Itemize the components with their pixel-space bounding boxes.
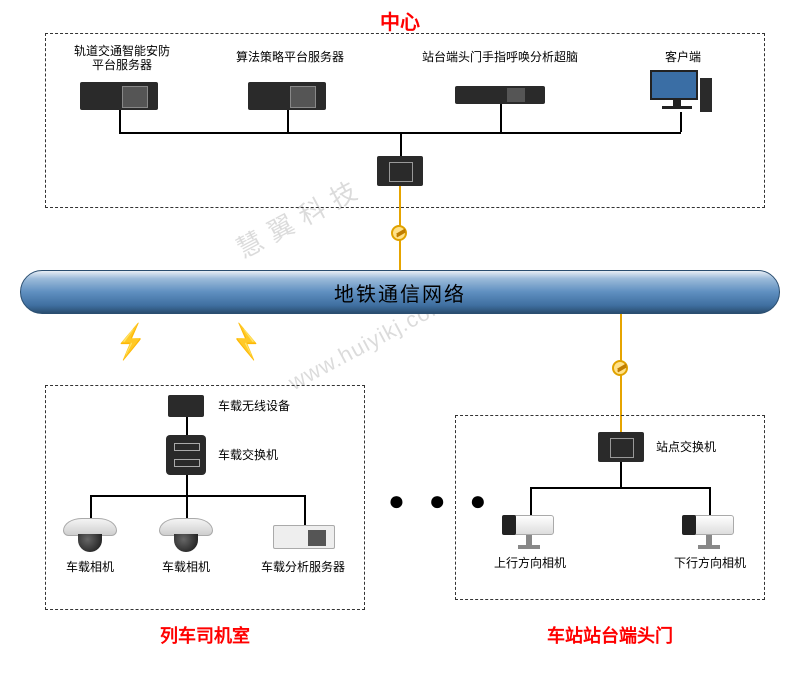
label-station-switch: 站点交换机 (656, 440, 736, 454)
client-pc (650, 70, 704, 112)
wire (530, 487, 710, 489)
wire (186, 417, 188, 435)
label-srv3: 站台端头门手指呼唤分析超脑 (405, 50, 595, 64)
wire (500, 104, 502, 132)
wire (620, 462, 622, 487)
wire (680, 112, 682, 132)
pipe-label: 地铁通信网络 (334, 278, 466, 307)
center-switch (377, 156, 423, 186)
label-train-wireless: 车载无线设备 (218, 399, 308, 413)
wire (186, 475, 188, 495)
wire (530, 487, 532, 515)
train-wireless-device (168, 395, 204, 417)
label-train-analyzer: 车载分析服务器 (253, 560, 353, 574)
wire (119, 110, 121, 132)
wire (186, 495, 188, 519)
label-srv2: 算法策略平台服务器 (225, 50, 355, 64)
server-algorithm (248, 82, 326, 110)
station-camera-down (678, 515, 740, 549)
link-joint-icon (391, 225, 407, 241)
lightning-icon: ⚡ (116, 322, 146, 362)
train-group-box (45, 385, 365, 610)
wire (90, 495, 305, 497)
network-pipe: 地铁通信网络 (20, 270, 780, 314)
title-train: 列车司机室 (45, 622, 365, 648)
wire (709, 487, 711, 515)
wire (304, 495, 306, 525)
wire (400, 132, 402, 156)
label-station-cam-up: 上行方向相机 (485, 556, 575, 570)
server-analysis-brain (455, 86, 545, 104)
station-camera-up (498, 515, 560, 549)
label-station-cam-down: 下行方向相机 (665, 556, 755, 570)
train-camera-1 (63, 518, 117, 554)
label-train-switch: 车载交换机 (218, 448, 308, 462)
wire (287, 110, 289, 132)
server-security-platform (80, 82, 158, 110)
label-train-cam2: 车载相机 (151, 560, 221, 574)
wire (90, 495, 92, 519)
label-train-cam1: 车载相机 (55, 560, 125, 574)
train-analyzer-server (273, 525, 335, 549)
train-switch (166, 435, 206, 475)
station-switch (598, 432, 644, 462)
label-srv1: 轨道交通智能安防 平台服务器 (62, 44, 182, 73)
label-client: 客户端 (648, 50, 718, 64)
link-joint-icon (612, 360, 628, 376)
lightning-icon: ⚡ (231, 322, 261, 362)
title-center: 中心 (0, 6, 800, 35)
title-station: 车站站台端头门 (455, 622, 765, 648)
train-camera-2 (159, 518, 213, 554)
